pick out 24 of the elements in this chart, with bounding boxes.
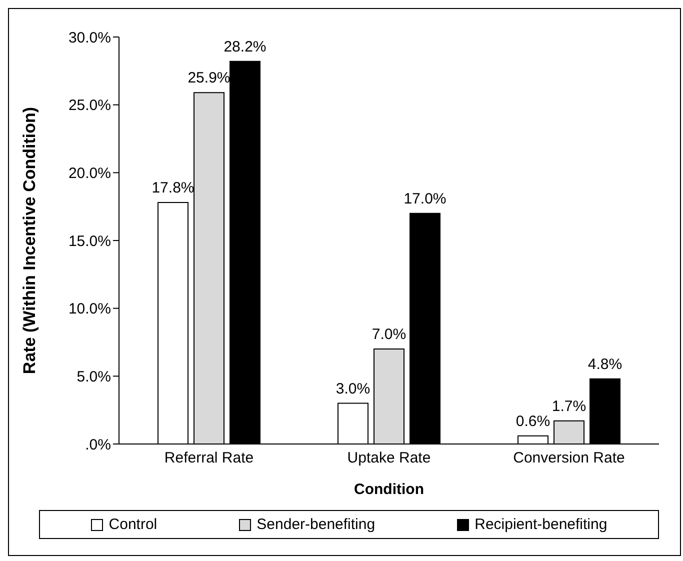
data-label: 25.9% — [188, 70, 230, 87]
data-label: 3.0% — [336, 380, 370, 398]
y-tick-label: 25.0% — [68, 97, 111, 114]
data-label: 1.7% — [552, 398, 586, 415]
data-label: 17.0% — [404, 190, 446, 208]
data-label: 28.2% — [224, 38, 266, 56]
legend-label: Sender-benefiting — [256, 516, 376, 533]
y-tick-label: 30.0% — [68, 29, 111, 46]
x-tick-label: Referral Rate — [164, 450, 254, 467]
y-axis-title: Rate (Within Incentive Condition) — [20, 106, 40, 374]
x-axis-title: Condition — [354, 481, 424, 498]
x-tick-label: Uptake Rate — [347, 450, 431, 467]
legend-label: Recipient-benefiting — [474, 516, 608, 533]
data-label: 7.0% — [372, 326, 406, 344]
data-label: 0.6% — [516, 412, 550, 430]
x-tick-label: Conversion Rate — [513, 450, 625, 467]
data-label: 4.8% — [588, 356, 622, 373]
y-tick-label: 20.0% — [68, 164, 111, 182]
data-label: 17.8% — [152, 180, 194, 197]
y-tick-label: 15.0% — [68, 232, 111, 250]
y-tick-label: 5.0% — [76, 368, 111, 386]
y-tick-label: .0% — [85, 436, 111, 454]
legend-label: Control — [108, 516, 158, 533]
y-tick-label: 10.0% — [68, 300, 111, 318]
